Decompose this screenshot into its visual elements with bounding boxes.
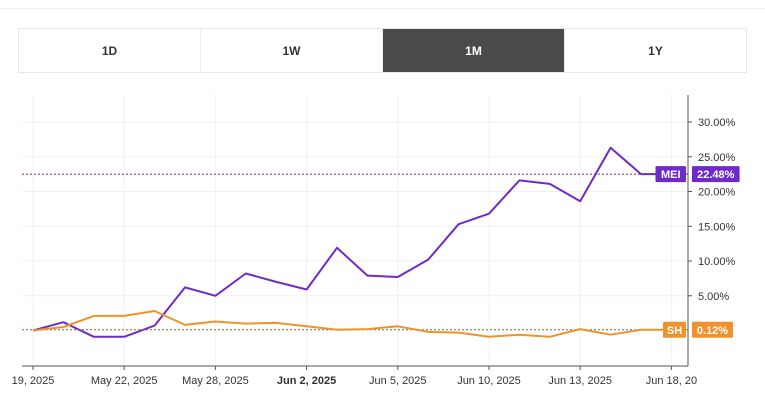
series-line-sh <box>32 310 672 338</box>
y-tick-label: 5.00% <box>698 291 729 303</box>
series-value-label: 22.48% <box>697 169 735 181</box>
series-name-tag <box>655 166 686 183</box>
series-line-mei <box>32 146 672 338</box>
series-value-tag <box>692 321 733 338</box>
series-value-tag <box>692 166 740 183</box>
x-tick-label: 19, 2025 <box>12 375 55 387</box>
y-tick-label: 25.00% <box>698 152 736 164</box>
series-value-label: 0.12% <box>697 325 728 337</box>
y-tick-label: 15.00% <box>698 221 736 233</box>
x-tick-label: Jun 10, 2025 <box>457 375 521 387</box>
top-divider <box>0 8 765 9</box>
x-tick-label: Jun 18, 20 <box>646 375 697 387</box>
tab-1y[interactable]: 1Y <box>565 29 746 72</box>
y-tick-label: 30.00% <box>698 117 736 129</box>
series-name-tag <box>663 321 686 338</box>
y-tick-label: 10.00% <box>698 256 736 268</box>
tab-1m[interactable]: 1M <box>383 29 565 72</box>
series-name-label: MEI <box>661 169 681 181</box>
x-tick-label: May 28, 2025 <box>182 375 249 387</box>
series-name-label: SH <box>667 325 682 337</box>
x-tick-label: Jun 2, 2025 <box>277 375 336 387</box>
timeframe-tabs: 1D 1W 1M 1Y <box>18 28 747 73</box>
tab-1d[interactable]: 1D <box>19 29 201 72</box>
x-tick-label: Jun 13, 2025 <box>548 375 612 387</box>
tab-1w[interactable]: 1W <box>201 29 383 72</box>
y-tick-label: 20.00% <box>698 187 736 199</box>
x-tick-label: May 22, 2025 <box>91 375 158 387</box>
x-tick-label: Jun 5, 2025 <box>369 375 427 387</box>
